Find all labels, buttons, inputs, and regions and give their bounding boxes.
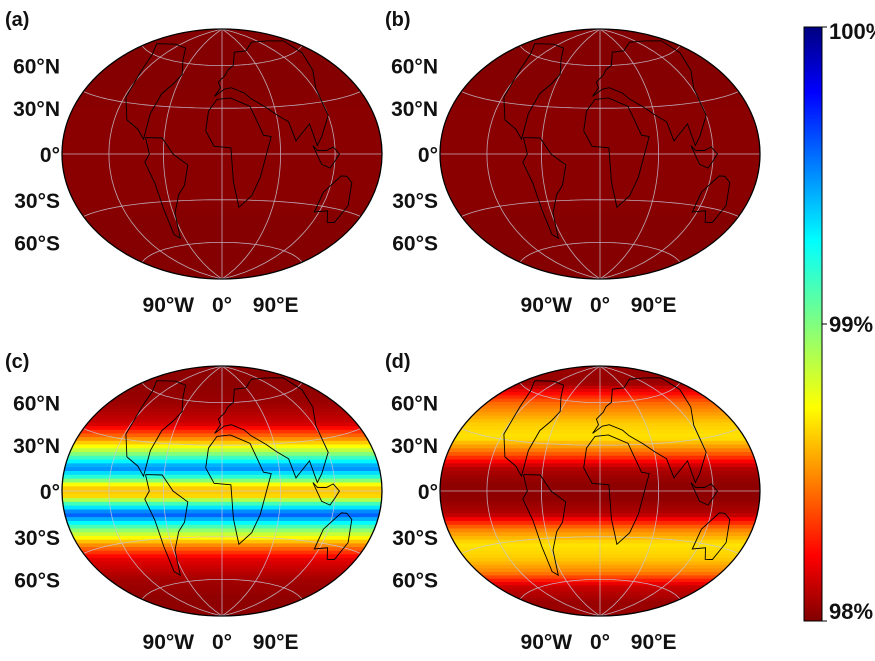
graticule — [440, 28, 760, 280]
panel-label: (c) — [5, 351, 29, 373]
lat-tick-label: 30°S — [392, 190, 438, 213]
meridian-line — [221, 28, 282, 280]
panel-b: (b) 60°N 30°N 0° 30°S 60°S 90°W 0° 90°E — [385, 9, 761, 317]
coastline — [144, 137, 189, 240]
panel-a: (a) 60°N 30°N 0° 30°S 60°S 90°W 0° 90°E — [5, 9, 383, 317]
coastline — [125, 43, 187, 141]
coastline — [503, 380, 565, 478]
coastlines — [503, 40, 731, 240]
lon-tick-label: 0° — [212, 631, 232, 654]
colorbar-gradient — [803, 26, 823, 622]
meridian-line — [599, 28, 660, 280]
lat-tick-label: 30°S — [14, 527, 60, 550]
meridian-line — [108, 365, 223, 617]
colorbar-tick-label: 99% — [829, 312, 873, 337]
lat-tick-label: 0° — [418, 481, 438, 504]
lat-tick-label: 30°N — [391, 435, 438, 458]
meridian-line — [486, 28, 601, 280]
lat-tick-label: 30°N — [13, 435, 60, 458]
lat-tick-label: 60°S — [392, 569, 438, 592]
coastline — [205, 97, 272, 209]
lat-tick-label: 60°N — [391, 393, 438, 416]
map-outline — [61, 365, 383, 617]
meridian-line — [599, 28, 714, 280]
lat-tick-label: 0° — [418, 144, 438, 167]
lat-tick-label: 60°S — [392, 232, 438, 255]
coastlines — [503, 377, 731, 577]
panel-label: (a) — [5, 9, 29, 31]
coastline — [125, 380, 187, 478]
coastline — [313, 512, 353, 560]
graticule — [62, 28, 382, 280]
meridian-line — [221, 365, 336, 617]
lat-tick-label: 0° — [40, 481, 60, 504]
meridian-line — [540, 365, 601, 617]
coastline — [214, 377, 329, 484]
map-outline — [439, 365, 761, 617]
lat-tick-label: 30°S — [392, 527, 438, 550]
coastline — [503, 43, 565, 141]
lon-tick-label: 90°E — [253, 294, 299, 317]
meridian-line — [162, 28, 223, 280]
colorbar: 100% 99% 98% — [803, 19, 875, 624]
panel-label: (d) — [385, 351, 411, 373]
meridian-line — [486, 365, 601, 617]
panel-c: (c) 60°N 30°N 0° 30°S 60°S 90°W 0° 90°E — [5, 351, 383, 654]
coastlines — [125, 40, 353, 240]
coastline — [690, 145, 718, 169]
lat-tick-label: 60°N — [13, 393, 60, 416]
coastlines — [125, 377, 353, 577]
meridian-line — [599, 365, 660, 617]
meridian-line — [162, 365, 223, 617]
graticule — [440, 365, 760, 617]
lon-tick-label: 90°W — [143, 294, 195, 317]
lat-tick-label: 60°N — [391, 56, 438, 79]
meridian-line — [221, 28, 336, 280]
colorbar-tick-label: 98% — [829, 599, 873, 624]
meridian-line — [540, 28, 601, 280]
lon-tick-label: 90°W — [521, 294, 573, 317]
panel-label: (b) — [385, 9, 411, 31]
coastline — [522, 137, 567, 240]
coastline — [205, 434, 272, 546]
colorbar-ticks: 100% 99% 98% — [822, 19, 875, 624]
coastline — [690, 482, 718, 506]
coastline — [144, 474, 189, 577]
coastline — [312, 145, 340, 169]
coastline — [592, 377, 707, 484]
map-panels: (a) 60°N 30°N 0° 30°S 60°S 90°W 0° 90°E (b) 60°N 30… — [5, 9, 761, 654]
lon-tick-label: 90°E — [631, 294, 677, 317]
lon-tick-label: 0° — [212, 294, 232, 317]
lat-tick-label: 60°S — [14, 569, 60, 592]
coastline — [313, 175, 353, 223]
lon-tick-label: 90°W — [143, 631, 195, 654]
coastline — [583, 97, 650, 209]
lon-tick-label: 0° — [590, 294, 610, 317]
panel-d: (d) 60°N 30°N 0° 30°S 60°S 90°W 0° 90°E — [385, 351, 761, 654]
map-outline — [439, 28, 761, 280]
map-outline — [61, 28, 383, 280]
lon-tick-label: 0° — [590, 631, 610, 654]
lat-tick-label: 30°N — [13, 98, 60, 121]
lat-tick-label: 30°S — [14, 190, 60, 213]
colorbar-tick-label: 100% — [829, 19, 875, 44]
lat-tick-label: 0° — [40, 144, 60, 167]
coastline — [214, 40, 329, 147]
meridian-line — [108, 28, 223, 280]
coastline — [691, 512, 731, 560]
lat-tick-label: 60°N — [13, 56, 60, 79]
lon-tick-label: 90°E — [631, 631, 677, 654]
coastline — [522, 474, 567, 577]
coastline — [583, 434, 650, 546]
coastline — [312, 482, 340, 506]
coastline — [592, 40, 707, 147]
lon-tick-label: 90°E — [253, 631, 299, 654]
lat-tick-label: 30°N — [391, 98, 438, 121]
coastline — [691, 175, 731, 223]
lon-tick-label: 90°W — [521, 631, 573, 654]
lat-tick-label: 60°S — [14, 232, 60, 255]
meridian-line — [599, 365, 714, 617]
meridian-line — [221, 365, 282, 617]
